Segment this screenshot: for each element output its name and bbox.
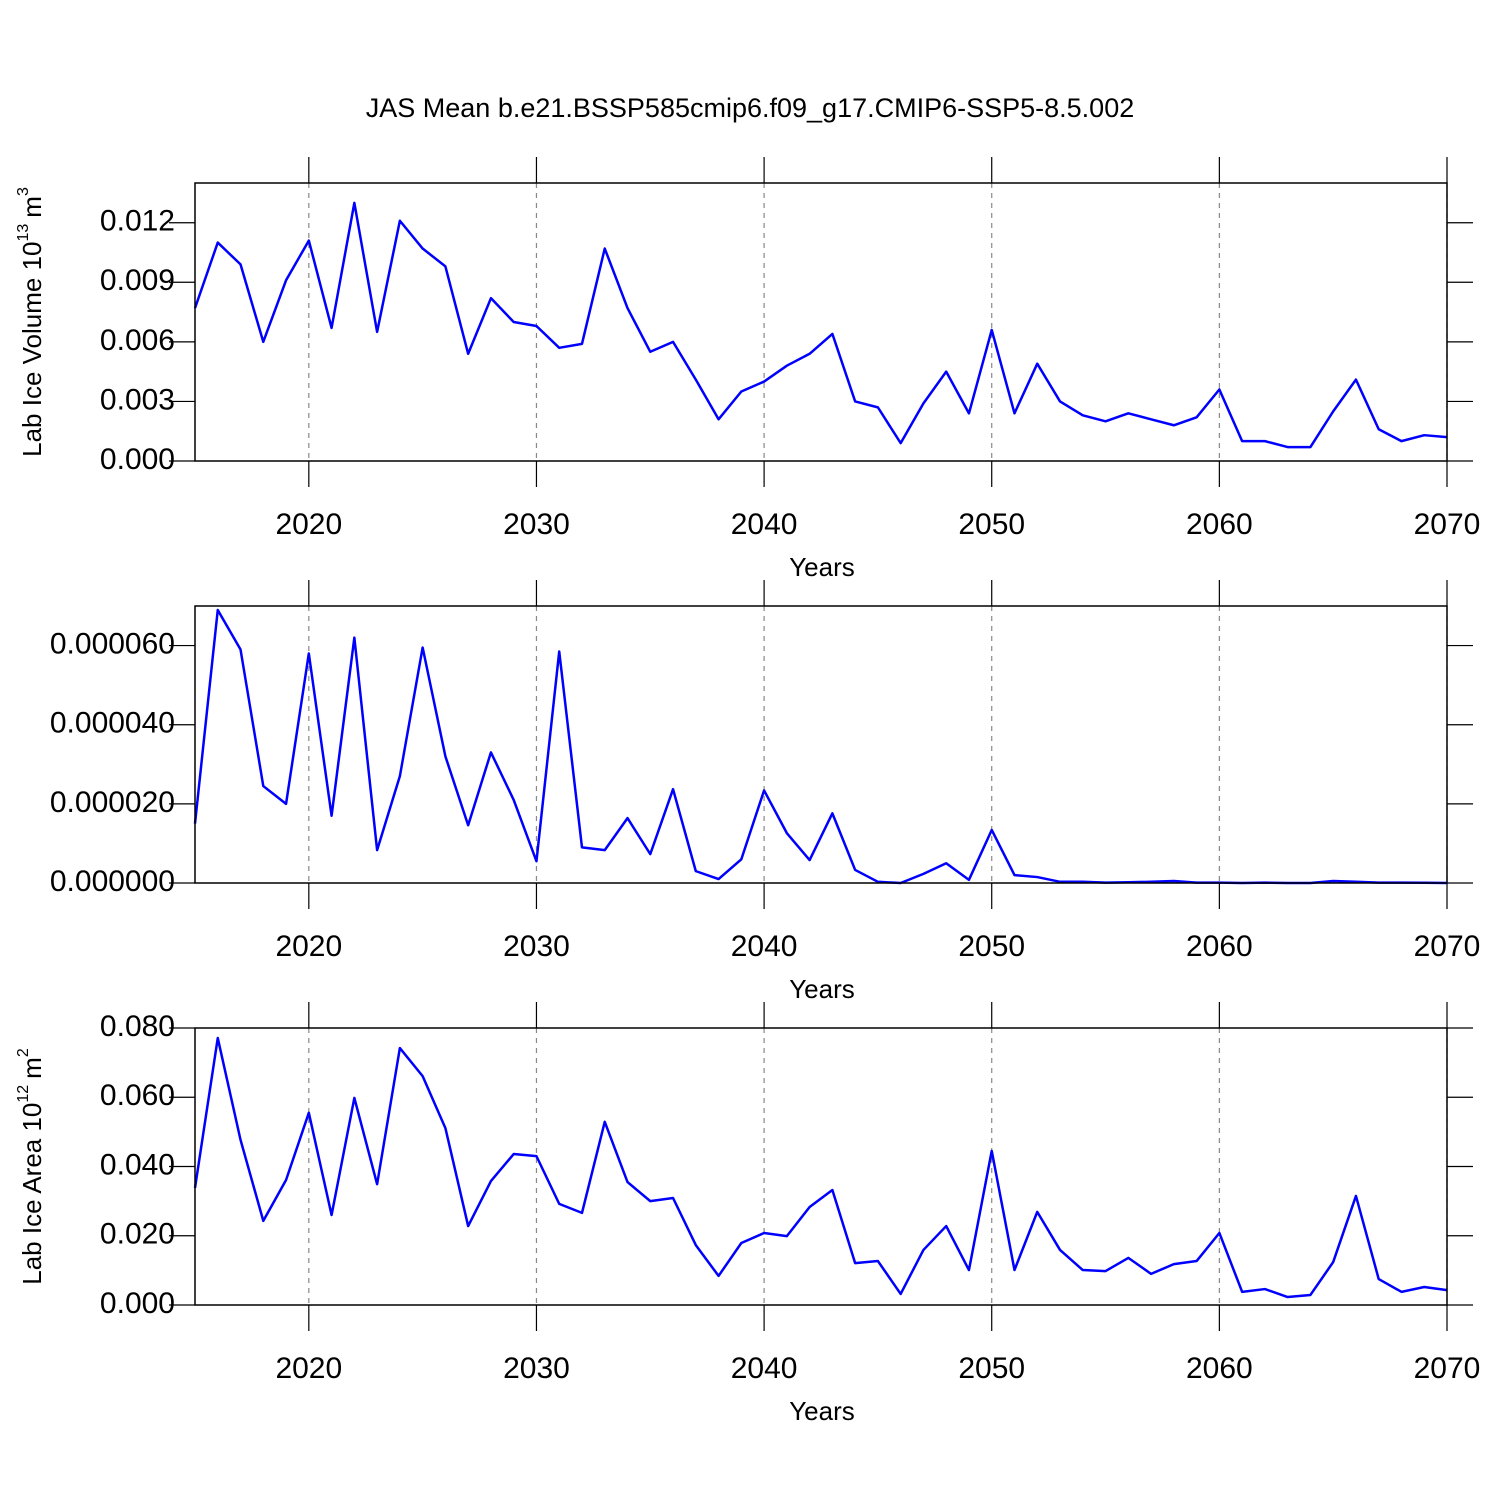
data-line (193, 201, 1448, 449)
x-tick-label: 2020 (275, 1352, 342, 1385)
x-tick-label: 2070 (1414, 508, 1481, 541)
x-tick-label: 2020 (275, 508, 342, 541)
y-tick-label: 0.006 (100, 324, 175, 357)
y-axis-title-part: Lab Ice Volume 10 (17, 241, 47, 456)
y-axis-title-exponent: 2 (15, 1048, 32, 1057)
x-tick-label: 2040 (731, 1352, 798, 1385)
x-tick-label: 2020 (275, 930, 342, 963)
y-axis-title-part: m (17, 1057, 47, 1079)
y-tick-label: 0.000 (100, 1287, 175, 1320)
data-line (193, 608, 1448, 885)
x-tick-label: 2050 (958, 1352, 1025, 1385)
plot-frame (194, 605, 1448, 884)
y-tick-label: 0.000 (100, 443, 175, 476)
x-axis-title: Years (789, 552, 855, 582)
y-axis-title: Lab Ice Volume 1013 m3 (15, 187, 47, 457)
y-tick-label: 0.060 (100, 1079, 175, 1112)
x-tick-label: 2050 (958, 508, 1025, 541)
y-tick-label: 0.009 (100, 264, 175, 297)
y-axis-title-exponent: 3 (15, 187, 32, 196)
data-line (193, 1036, 1448, 1299)
y-tick-label: 0.000020 (50, 786, 175, 819)
plot-frame (194, 1027, 1448, 1306)
y-tick-label: 0.080 (100, 1010, 175, 1043)
y-tick-label: 0.000060 (50, 627, 175, 660)
y-tick-label: 0.000000 (50, 865, 175, 898)
x-tick-label: 2060 (1186, 508, 1253, 541)
y-axis-title-part: m (17, 196, 47, 218)
x-tick-label: 2030 (503, 1352, 570, 1385)
x-tick-label: 2040 (731, 508, 798, 541)
y-axis-title-exponent: 13 (15, 224, 32, 242)
x-tick-label: 2030 (503, 930, 570, 963)
x-tick-label: 2040 (731, 930, 798, 963)
x-axis-title: Years (789, 974, 855, 1004)
y-tick-label: 0.003 (100, 383, 175, 416)
y-tick-label: 0.040 (100, 1148, 175, 1181)
y-axis-title-part: Lab Ice Area 10 (17, 1103, 47, 1285)
y-tick-label: 0.000040 (50, 707, 175, 740)
x-tick-label: 2050 (958, 930, 1025, 963)
y-axis-title: Lab Ice Area 1012 m2 (15, 1048, 47, 1285)
y-tick-label: 0.012 (100, 205, 175, 238)
x-tick-label: 2030 (503, 508, 570, 541)
x-axis-title: Years (789, 1396, 855, 1426)
chart-title: JAS Mean b.e21.BSSP585cmip6.f09_g17.CMIP… (366, 93, 1134, 123)
x-tick-label: 2070 (1414, 930, 1481, 963)
plot-frame (194, 182, 1448, 462)
y-axis-title-exponent: 12 (15, 1085, 32, 1103)
y-tick-label: 0.020 (100, 1218, 175, 1251)
x-tick-label: 2060 (1186, 1352, 1253, 1385)
x-tick-label: 2060 (1186, 930, 1253, 963)
x-tick-label: 2070 (1414, 1352, 1481, 1385)
